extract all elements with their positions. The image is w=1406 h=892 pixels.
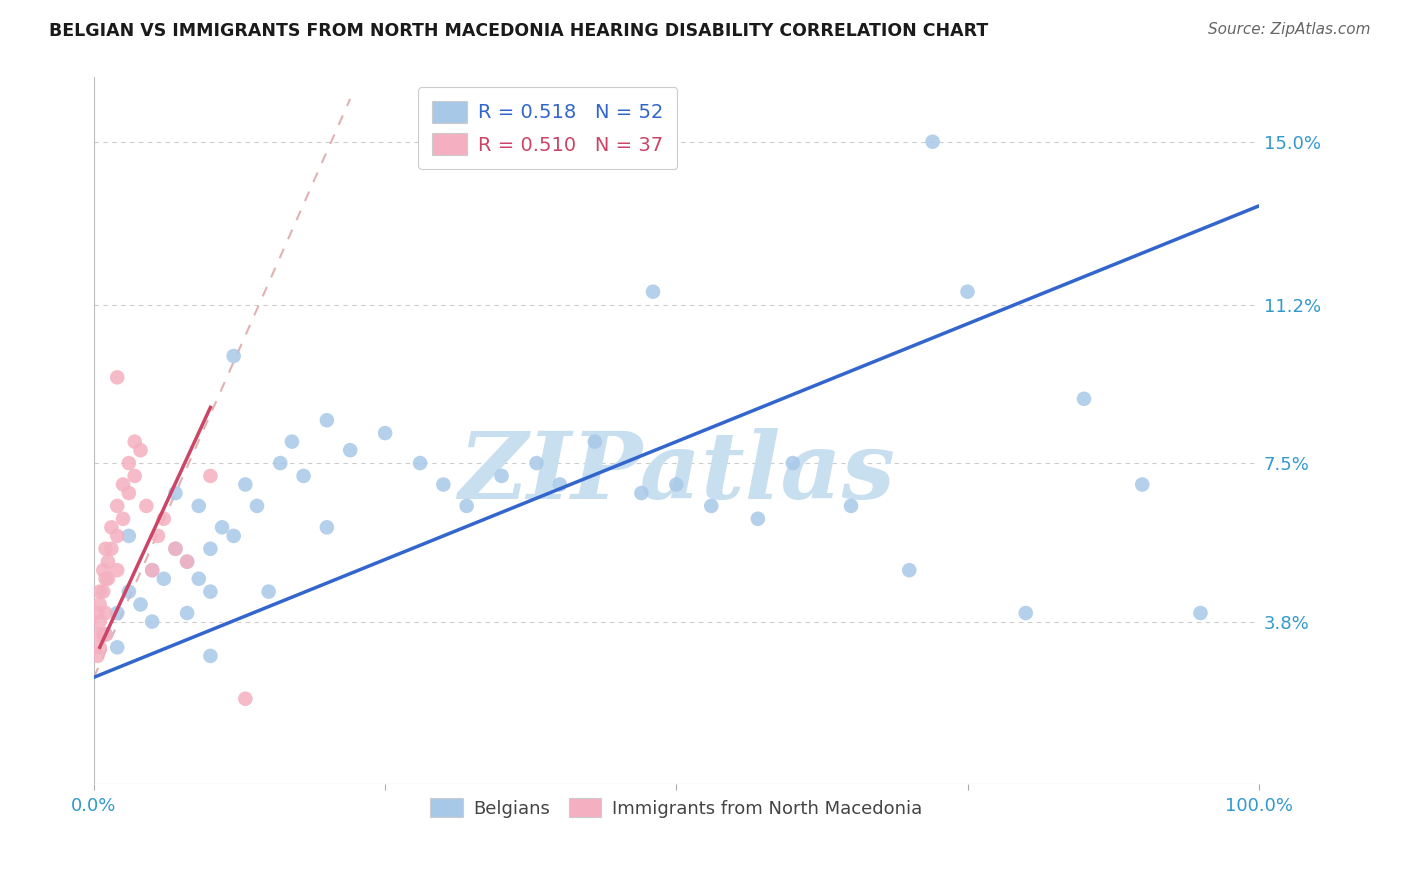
Point (956, 285, 979, 299)
Point (1015, 606, 1038, 620)
Text: ZIPatlas: ZIPatlas (458, 428, 894, 518)
Point (548, 477, 571, 491)
Point (100, 541, 122, 556)
Point (141, 563, 163, 577)
Point (86, 627, 108, 641)
Point (176, 606, 198, 620)
Point (200, 469, 222, 483)
Point (124, 469, 146, 483)
Point (700, 499, 723, 513)
Point (105, 563, 128, 577)
Point (176, 555, 198, 569)
Point (94, 541, 117, 556)
Point (94, 627, 117, 641)
Point (176, 555, 198, 569)
Point (747, 512, 769, 526)
Point (1130, 477, 1153, 491)
Point (782, 456, 804, 470)
Point (641, 285, 664, 299)
Point (235, 691, 257, 706)
Point (153, 572, 176, 586)
Point (135, 499, 157, 513)
Point (97, 572, 120, 586)
Point (315, 413, 337, 427)
Point (187, 572, 209, 586)
Point (165, 486, 187, 500)
Point (94, 606, 117, 620)
Point (583, 434, 606, 449)
Point (94, 627, 117, 641)
Point (105, 370, 128, 384)
Point (118, 486, 141, 500)
Point (665, 477, 688, 491)
Point (86, 648, 108, 663)
Text: Source: ZipAtlas.com: Source: ZipAtlas.com (1208, 22, 1371, 37)
Point (921, 135, 943, 149)
Point (105, 640, 128, 655)
Point (89, 584, 111, 599)
Point (1073, 392, 1095, 406)
Point (456, 499, 478, 513)
Point (105, 529, 128, 543)
Point (97, 555, 120, 569)
Point (165, 541, 187, 556)
Point (491, 469, 513, 483)
Point (141, 563, 163, 577)
Point (432, 477, 454, 491)
Point (200, 584, 222, 599)
Text: BELGIAN VS IMMIGRANTS FROM NORTH MACEDONIA HEARING DISABILITY CORRELATION CHART: BELGIAN VS IMMIGRANTS FROM NORTH MACEDON… (49, 22, 988, 40)
Point (129, 598, 152, 612)
Point (200, 541, 222, 556)
Point (100, 520, 122, 534)
Point (94, 572, 117, 586)
Point (374, 426, 396, 441)
Point (409, 456, 432, 470)
Point (222, 349, 245, 363)
Point (315, 520, 337, 534)
Point (222, 529, 245, 543)
Point (257, 584, 280, 599)
Point (118, 529, 141, 543)
Point (146, 529, 169, 543)
Point (89, 615, 111, 629)
Point (200, 648, 222, 663)
Point (86, 606, 108, 620)
Point (129, 443, 152, 458)
Point (235, 477, 257, 491)
Point (211, 520, 233, 534)
Point (898, 563, 921, 577)
Point (339, 443, 361, 458)
Point (281, 434, 304, 449)
Point (141, 615, 163, 629)
Point (89, 598, 111, 612)
Point (187, 499, 209, 513)
Point (112, 512, 135, 526)
Point (269, 456, 291, 470)
Point (526, 456, 548, 470)
Point (153, 512, 176, 526)
Point (118, 584, 141, 599)
Point (105, 606, 128, 620)
Point (89, 640, 111, 655)
Point (292, 469, 315, 483)
Point (165, 541, 187, 556)
Point (91, 627, 114, 641)
Legend: Belgians, Immigrants from North Macedonia: Belgians, Immigrants from North Macedoni… (423, 791, 929, 825)
Point (1189, 606, 1212, 620)
Point (91, 584, 114, 599)
Point (91, 563, 114, 577)
Point (105, 499, 128, 513)
Point (118, 456, 141, 470)
Point (124, 434, 146, 449)
Point (112, 477, 135, 491)
Point (839, 499, 862, 513)
Point (630, 486, 652, 500)
Point (246, 499, 269, 513)
